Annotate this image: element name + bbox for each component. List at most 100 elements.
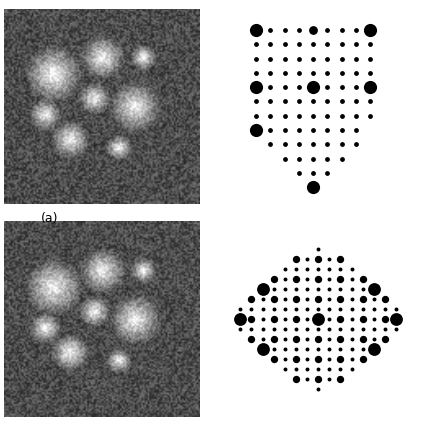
Point bbox=[315, 286, 322, 293]
Point bbox=[353, 141, 359, 148]
Point bbox=[315, 246, 322, 253]
Point bbox=[281, 366, 288, 372]
Point bbox=[326, 336, 333, 343]
Point bbox=[292, 326, 299, 333]
Point bbox=[281, 41, 288, 48]
Point bbox=[324, 84, 331, 91]
Point bbox=[337, 376, 344, 383]
Point bbox=[267, 27, 274, 34]
Point bbox=[237, 306, 244, 313]
Point bbox=[324, 55, 331, 62]
Point bbox=[310, 169, 316, 176]
Point bbox=[292, 356, 299, 362]
Point bbox=[304, 286, 310, 293]
Point bbox=[337, 366, 344, 372]
Point bbox=[304, 256, 310, 263]
Point bbox=[337, 326, 344, 333]
Point bbox=[337, 346, 344, 353]
Point bbox=[353, 112, 359, 119]
Point bbox=[304, 296, 310, 303]
Point bbox=[259, 286, 266, 293]
Point bbox=[270, 316, 277, 322]
Point bbox=[367, 98, 374, 105]
Point bbox=[348, 286, 355, 293]
Point bbox=[367, 41, 374, 48]
Point bbox=[292, 316, 299, 322]
Point bbox=[353, 41, 359, 48]
Point bbox=[270, 326, 277, 333]
Point bbox=[259, 316, 266, 322]
Point bbox=[281, 126, 288, 133]
Point bbox=[315, 336, 322, 343]
Point bbox=[359, 326, 366, 333]
Point bbox=[292, 306, 299, 313]
Point bbox=[324, 126, 331, 133]
Point bbox=[370, 286, 377, 293]
Point bbox=[348, 346, 355, 353]
Point bbox=[270, 306, 277, 313]
Point bbox=[337, 336, 344, 343]
Point bbox=[267, 41, 274, 48]
Point bbox=[270, 286, 277, 293]
Point bbox=[315, 256, 322, 263]
Point bbox=[295, 69, 302, 76]
Point bbox=[324, 141, 331, 148]
Point bbox=[381, 306, 388, 313]
Point bbox=[253, 55, 260, 62]
Point bbox=[281, 336, 288, 343]
Point bbox=[253, 27, 260, 34]
Point bbox=[370, 336, 377, 343]
Point bbox=[348, 326, 355, 333]
Point bbox=[348, 316, 355, 322]
Point bbox=[310, 27, 316, 34]
Point bbox=[338, 126, 345, 133]
Point bbox=[393, 316, 399, 322]
Point bbox=[248, 326, 255, 333]
Point bbox=[326, 266, 333, 273]
Point bbox=[359, 276, 366, 283]
Point bbox=[367, 69, 374, 76]
Point bbox=[348, 366, 355, 372]
Point bbox=[292, 376, 299, 383]
Point bbox=[348, 296, 355, 303]
Point bbox=[310, 98, 316, 105]
Point bbox=[326, 276, 333, 283]
Point bbox=[359, 306, 366, 313]
Point bbox=[281, 356, 288, 362]
Point bbox=[393, 326, 399, 333]
Point bbox=[253, 126, 260, 133]
Point bbox=[259, 336, 266, 343]
Point bbox=[304, 366, 310, 372]
Point bbox=[267, 98, 274, 105]
Point bbox=[281, 326, 288, 333]
Point bbox=[326, 286, 333, 293]
Point bbox=[281, 266, 288, 273]
Point bbox=[337, 266, 344, 273]
Point bbox=[310, 41, 316, 48]
Point bbox=[253, 84, 260, 91]
Point bbox=[310, 155, 316, 162]
Point bbox=[326, 306, 333, 313]
Point bbox=[315, 326, 322, 333]
Point bbox=[324, 98, 331, 105]
Point bbox=[295, 155, 302, 162]
Point bbox=[281, 296, 288, 303]
Point bbox=[337, 306, 344, 313]
Point bbox=[281, 69, 288, 76]
Point bbox=[292, 286, 299, 293]
Point bbox=[338, 98, 345, 105]
Point bbox=[295, 141, 302, 148]
Point bbox=[253, 112, 260, 119]
Point bbox=[267, 126, 274, 133]
Point bbox=[348, 336, 355, 343]
Point bbox=[295, 41, 302, 48]
Point bbox=[304, 326, 310, 333]
Point bbox=[348, 266, 355, 273]
Point bbox=[295, 126, 302, 133]
Point bbox=[259, 326, 266, 333]
Point bbox=[304, 266, 310, 273]
Point bbox=[253, 69, 260, 76]
Point bbox=[281, 306, 288, 313]
Point bbox=[326, 296, 333, 303]
Point bbox=[324, 169, 331, 176]
